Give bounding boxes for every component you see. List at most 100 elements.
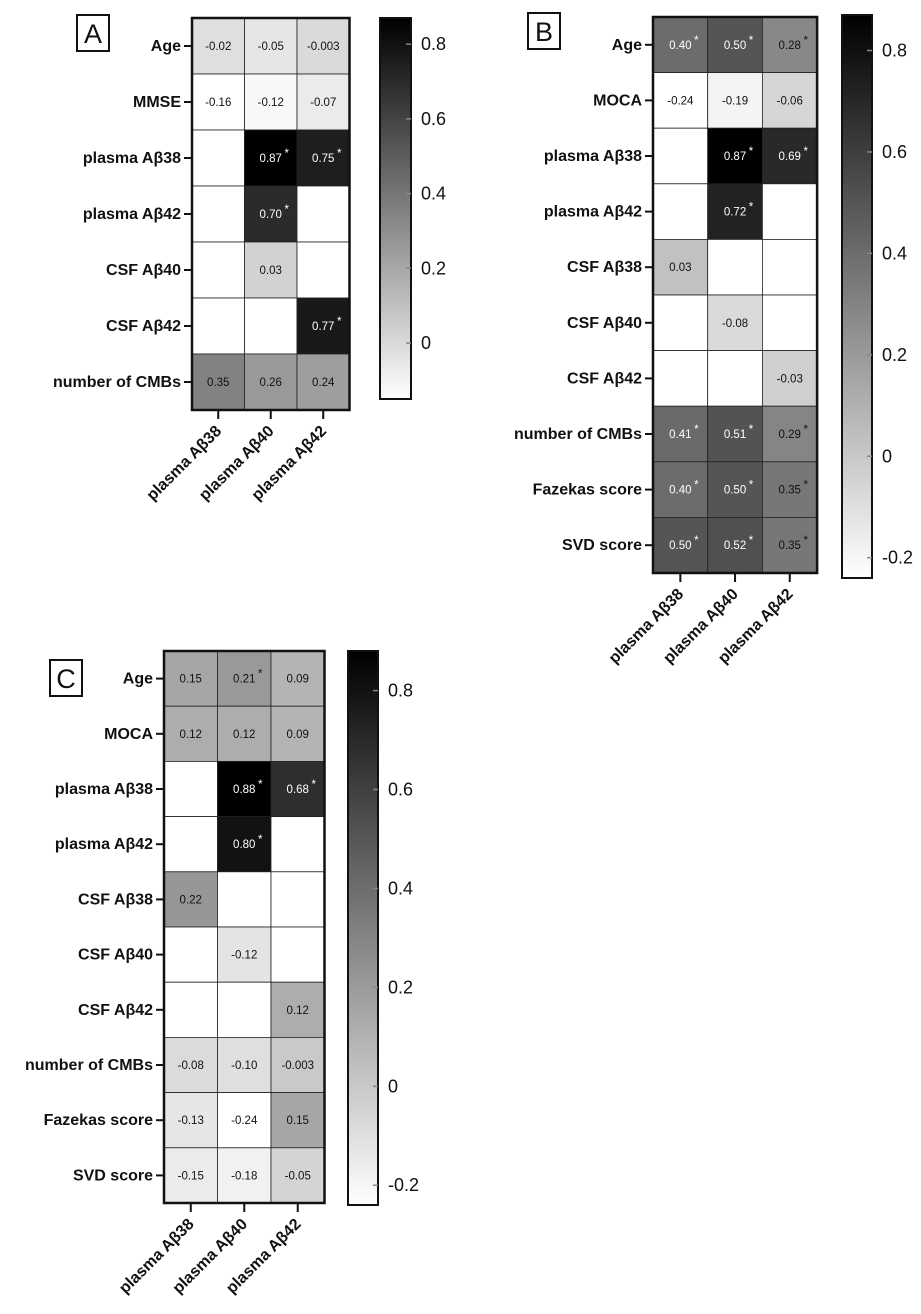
colorbar-tick-label: 0 [882, 446, 892, 466]
heatmap-cell [652, 16, 709, 73]
heatmap-cell [163, 1147, 218, 1204]
cell-value-label: -0.003 [307, 41, 340, 53]
heatmap-cell [191, 185, 245, 243]
cell-value-label: 0.70 [260, 209, 282, 221]
row-label: CSF Aβ40 [567, 315, 642, 332]
significance-star: * [804, 35, 809, 47]
heatmap-cell [270, 1037, 325, 1094]
panel-a: A -0.02 -0.05 -0.003-0.16 -0.12 -0.070.87 * 0.7… [53, 14, 446, 504]
heatmap-cell [270, 705, 325, 762]
heatmap-cell [652, 405, 709, 463]
significance-star: * [749, 480, 754, 492]
heatmap-cell [707, 350, 763, 407]
colorbar-tick-label: 0.2 [388, 977, 413, 997]
colorbar-tick-label: 0.8 [882, 41, 907, 61]
colorbar-tick-label: 0.6 [882, 142, 907, 162]
row-label: plasma Aβ38 [55, 781, 153, 798]
heatmap-cell [191, 17, 245, 75]
heatmap-cell [652, 517, 709, 574]
cell-value-label: 0.52 [724, 540, 746, 552]
cell-value-label: 0.87 [724, 151, 746, 163]
cell-value-label: -0.12 [231, 950, 257, 962]
row-label: CSF Aβ38 [78, 891, 153, 908]
row-label: number of CMBs [25, 1057, 153, 1074]
cell-value-label: 0.22 [180, 894, 202, 906]
heatmap-cell [762, 16, 818, 73]
heatmap-cell [163, 926, 218, 983]
cell-value-label: -0.16 [205, 97, 231, 109]
significance-star: * [337, 148, 342, 160]
heatmap-cell [270, 1147, 325, 1204]
heatmap-cell [217, 761, 272, 818]
colorbar [347, 650, 379, 1206]
heatmap-cell [163, 705, 218, 762]
significance-star: * [694, 535, 699, 547]
significance-star: * [804, 535, 809, 547]
row-label: SVD score [73, 1167, 153, 1184]
cell-value-label: 0.69 [779, 151, 801, 163]
heatmap-cell [244, 185, 298, 243]
significance-star: * [804, 424, 809, 436]
panel-b: B 0.40 * 0.50 * 0.28 *-0.24 -0.19 -0.060.87 * 0.69… [514, 12, 913, 667]
row-label: CSF Aβ38 [567, 259, 642, 276]
cell-value-label: -0.03 [777, 373, 803, 385]
cell-value-label: -0.10 [231, 1060, 257, 1072]
panel-c: C 0.15 0.21 * 0.090.12 0.12 0.090.88 * 0.68 *0.80… [25, 649, 419, 1297]
cell-value-label: 0.88 [233, 784, 255, 796]
panel-label-box [76, 14, 110, 52]
colorbar-tick-label: 0.4 [421, 184, 446, 204]
heatmap-cell [762, 72, 818, 129]
cell-value-label: -0.08 [178, 1060, 204, 1072]
heatmap-cell [244, 297, 298, 355]
cell-value-label: 0.72 [724, 207, 746, 219]
significance-star: * [312, 779, 317, 791]
cell-value-label: -0.24 [231, 1115, 258, 1127]
cell-value-label: 0.15 [180, 674, 202, 686]
row-label: plasma Aβ42 [544, 204, 642, 221]
row-label: SVD score [562, 537, 642, 554]
heatmap-cell [163, 1037, 218, 1094]
heatmap-cell [217, 1147, 272, 1204]
significance-star: * [694, 35, 699, 47]
cell-value-label: -0.15 [178, 1170, 204, 1182]
cell-value-label: 0.50 [724, 485, 746, 497]
heatmap-cell [707, 405, 763, 463]
cell-value-label: 0.75 [312, 153, 334, 165]
cell-value-label: -0.12 [258, 97, 284, 109]
heatmap-cell [191, 129, 245, 187]
significance-star: * [258, 669, 263, 681]
colorbar-tick-label: 0.2 [882, 345, 907, 365]
significance-star: * [258, 779, 263, 791]
row-label: plasma Aβ42 [83, 206, 181, 223]
cell-value-label: 0.35 [779, 485, 801, 497]
cell-value-label: 0.50 [669, 540, 691, 552]
cell-value-label: 0.35 [779, 540, 801, 552]
cell-value-label: 0.24 [312, 377, 335, 389]
row-label: CSF Aβ40 [78, 947, 153, 964]
cell-value-label: -0.07 [310, 97, 336, 109]
significance-star: * [749, 202, 754, 214]
significance-star: * [749, 35, 754, 47]
cell-value-label: 0.40 [669, 485, 691, 497]
cell-value-label: -0.003 [281, 1060, 314, 1072]
colorbar-tick-label: 0.8 [421, 34, 446, 54]
cell-value-label: 0.03 [669, 262, 691, 274]
heatmap-cell [296, 241, 350, 299]
heatmap-cell [762, 350, 818, 407]
cell-value-label: 0.80 [233, 839, 255, 851]
row-label: CSF Aβ42 [106, 318, 181, 335]
cell-value-label: 0.29 [779, 429, 801, 441]
cell-value-label: 0.12 [233, 729, 255, 741]
cell-value-label: 0.09 [287, 729, 309, 741]
colorbar-tick-label: 0 [421, 333, 431, 353]
panel-label-box [49, 659, 83, 697]
cell-value-label: 0.87 [260, 153, 282, 165]
cell-value-label: -0.13 [178, 1115, 204, 1127]
row-label: CSF Aβ42 [567, 370, 642, 387]
heatmap-cell [652, 350, 709, 407]
colorbar-tick-label: 0.4 [882, 243, 907, 263]
row-label: Fazekas score [44, 1112, 154, 1129]
colorbar-tick-label: 0.6 [421, 109, 446, 129]
heatmap-cell [217, 705, 272, 762]
